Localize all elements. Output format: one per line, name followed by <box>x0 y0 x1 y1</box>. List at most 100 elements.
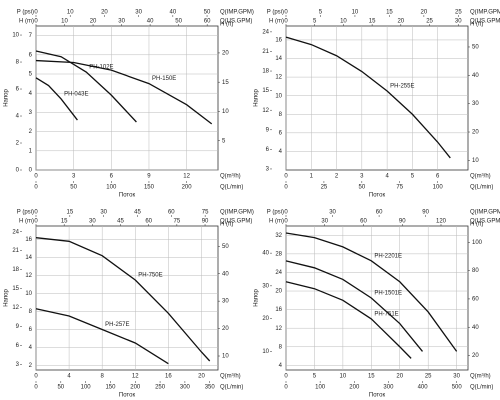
left-tick-label: 9 <box>266 127 270 133</box>
top-axis-label: Q(US.GPM) <box>470 19 500 25</box>
top-tick-label: 30 <box>321 219 328 225</box>
top-tick-label: 45 <box>117 219 124 225</box>
left-tick-label: 2 <box>16 141 20 147</box>
x-tick-label: 0 <box>284 174 288 180</box>
x-tick-label: 5 <box>411 174 415 180</box>
left-axis-label: P (psi) <box>267 210 284 216</box>
curve <box>35 77 78 121</box>
bottom-tick-label: 75 <box>396 185 403 191</box>
right-tick-label: 50 <box>472 45 479 51</box>
top-tick-label: 30 <box>100 210 107 216</box>
y-tick-label: 20 <box>275 289 282 295</box>
left-tick-label: 15 <box>262 88 269 94</box>
x-tick-label: 12 <box>132 374 139 380</box>
bottom-tick-label: 100 <box>81 385 92 391</box>
x-tick-label: 12 <box>183 174 190 180</box>
left-axis-label: P (psi) <box>17 10 34 16</box>
bottom-tick-label: 350 <box>205 385 216 391</box>
left-tick-label: 24 <box>262 29 269 35</box>
x-tick-label: 0 <box>34 374 38 380</box>
plot-frame <box>285 225 469 371</box>
right-axis-label: H (ft) <box>220 22 233 28</box>
right-tick-label: 20 <box>472 130 479 136</box>
bottom-tick-label: 200 <box>130 385 141 391</box>
x-tick-label: 30 <box>453 374 460 380</box>
bottom-tick-label: 200 <box>182 185 193 191</box>
y-tick-label: 16 <box>275 38 282 44</box>
top-tick-label: 90 <box>422 210 429 216</box>
top-axis-label: Q(US.GPM) <box>220 19 252 25</box>
left-tick-label: 21 <box>12 248 19 254</box>
top-tick-label: 0 <box>284 219 288 225</box>
curve-label: PH-751E <box>374 311 398 317</box>
left-tick-label: 24 <box>12 229 19 235</box>
right-tick-label: 100 <box>472 240 483 246</box>
top-axis-label: Q(IMP.GPM) <box>220 10 254 16</box>
x-axis-label: Q(m³/h) <box>220 174 241 180</box>
left-tick-label: 6 <box>266 147 270 153</box>
x-tick-label: 9 <box>147 174 151 180</box>
left-tick-label: 6 <box>16 343 20 349</box>
curve <box>35 50 137 123</box>
curve <box>285 260 424 352</box>
x-tick-label: 3 <box>360 174 364 180</box>
right-tick-label: 5 <box>222 138 226 144</box>
top-tick-label: 30 <box>135 10 142 16</box>
curve <box>285 36 451 159</box>
curve-label: PH-257E <box>105 322 129 328</box>
top-tick-label: 10 <box>340 19 347 25</box>
bottom-tick-label: 0 <box>284 385 288 391</box>
top-tick-label: 0 <box>34 210 38 216</box>
curve-label: PH-1501E <box>374 291 402 297</box>
left-tick-label: 40 <box>262 251 269 257</box>
x-tick-label: 16 <box>165 374 172 380</box>
left-tick-label: 18 <box>12 267 19 273</box>
top-tick-label: 40 <box>147 19 154 25</box>
right-tick-label: 80 <box>472 268 479 274</box>
right-tick-label: 10 <box>472 158 479 164</box>
top-tick-label: 30 <box>329 210 336 216</box>
right-tick-label: 15 <box>222 80 229 86</box>
top-tick-label: 20 <box>421 10 428 16</box>
top-tick-label: 20 <box>90 19 97 25</box>
curve <box>285 232 458 352</box>
x-tick-label: 6 <box>110 174 114 180</box>
top-tick-label: 0 <box>284 10 288 16</box>
bottom-tick-label: 25 <box>321 185 328 191</box>
bottom-axis-label: Q(L/min) <box>220 385 243 391</box>
curve <box>35 59 213 125</box>
bottom-tick-label: 0 <box>284 185 288 191</box>
top-tick-label: 15 <box>386 10 393 16</box>
y-tick-label: 8 <box>279 112 283 118</box>
bottom-tick-label: 150 <box>144 185 155 191</box>
top-tick-label: 60 <box>360 219 367 225</box>
y-tick-label: 6 <box>29 327 33 333</box>
bottom-tick-label: 300 <box>383 385 394 391</box>
top-axis-label: Q(IMP.GPM) <box>470 210 500 216</box>
top-tick-label: 50 <box>204 10 211 16</box>
left-tick-label: 21 <box>262 49 269 55</box>
top-axis-label: Q(IMP.GPM) <box>470 10 500 16</box>
y-axis-label: H (m) <box>269 19 284 25</box>
x-caption: Поток <box>119 393 136 399</box>
top-tick-label: 75 <box>202 210 209 216</box>
y-tick-label: 14 <box>275 56 282 62</box>
top-tick-label: 20 <box>101 10 108 16</box>
x-tick-label: 5 <box>313 374 317 380</box>
left-axis-label: P (psi) <box>267 10 284 16</box>
top-tick-label: 30 <box>118 19 125 25</box>
right-tick-label: 40 <box>472 73 479 79</box>
y-tick-label: 5 <box>29 72 33 78</box>
bottom-tick-label: 50 <box>358 185 365 191</box>
bottom-tick-label: 500 <box>452 385 463 391</box>
y-axis-label: H (m) <box>19 219 34 225</box>
bottom-tick-label: 50 <box>70 185 77 191</box>
curve-label: PH-255E <box>390 84 414 90</box>
top-tick-label: 0 <box>284 210 288 216</box>
right-tick-label: 20 <box>472 353 479 359</box>
x-tick-label: 4 <box>385 174 389 180</box>
top-tick-label: 25 <box>426 19 433 25</box>
right-axis-label: H (ft) <box>220 222 233 228</box>
left-tick-label: 10 <box>262 349 269 355</box>
